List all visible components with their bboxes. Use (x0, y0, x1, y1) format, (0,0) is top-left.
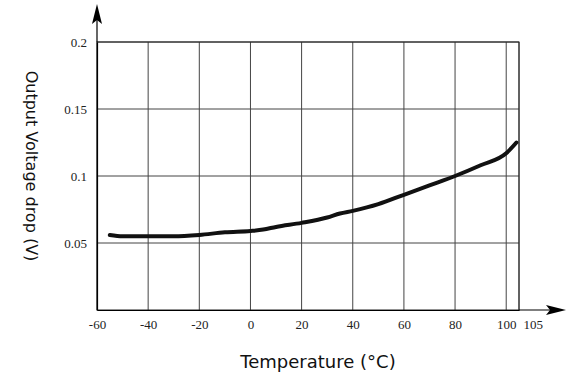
x-tick: 20 (296, 310, 309, 332)
y-tick: 0.1 (71, 169, 97, 184)
x-tick: 40 (347, 310, 360, 332)
x-axis: -60 -40 -20 0 20 40 60 80 100 105 (89, 310, 543, 332)
x-tick-label: 60 (398, 317, 411, 332)
x-tick: 105 (520, 310, 544, 332)
y-axis: 0.05 0.1 0.15 0.2 (64, 35, 97, 311)
x-axis-line (98, 310, 520, 311)
grid-line-y (97, 243, 519, 244)
x-tick-label: -40 (140, 317, 157, 332)
x-tick-label: 105 (524, 317, 544, 332)
x-tick: 0 (248, 310, 255, 332)
y-tick-label: 0.15 (64, 102, 87, 117)
data-line (110, 143, 517, 237)
x-axis-title: Temperature (°C) (239, 351, 395, 372)
y-tick-label: 0.2 (71, 35, 87, 50)
x-tick: 80 (449, 310, 462, 332)
x-tick: -20 (191, 310, 208, 332)
x-axis-arrow (546, 305, 566, 315)
x-tick-label: 20 (296, 317, 309, 332)
grid (97, 42, 519, 310)
x-tick-label: -20 (191, 317, 208, 332)
y-tick-label: 0.1 (71, 169, 87, 184)
y-axis-line (97, 43, 98, 311)
x-tick-label: 0 (248, 317, 255, 332)
y-tick: 0.05 (64, 236, 97, 251)
y-tick: 0.2 (71, 35, 97, 50)
y-axis-title: Output Voltage drop (V) (22, 71, 41, 262)
x-tick: 100 (497, 310, 517, 332)
x-tick-label: 80 (449, 317, 462, 332)
x-tick-label: 40 (347, 317, 360, 332)
x-tick-label: -60 (89, 317, 106, 332)
y-axis-arrow (92, 4, 102, 24)
x-tick: -40 (140, 310, 157, 332)
plot-frame (97, 42, 519, 310)
x-tick-label: 100 (497, 317, 517, 332)
y-tick-label: 0.05 (64, 236, 87, 251)
plot-area (110, 143, 517, 237)
grid-line-y (97, 109, 519, 110)
x-tick: -60 (89, 310, 106, 332)
x-tick: 60 (398, 310, 411, 332)
chart: -60 -40 -20 0 20 40 60 80 100 105 0.05 0.1 0.15 0.2 Te… (0, 0, 574, 384)
y-tick: 0.15 (64, 102, 97, 117)
